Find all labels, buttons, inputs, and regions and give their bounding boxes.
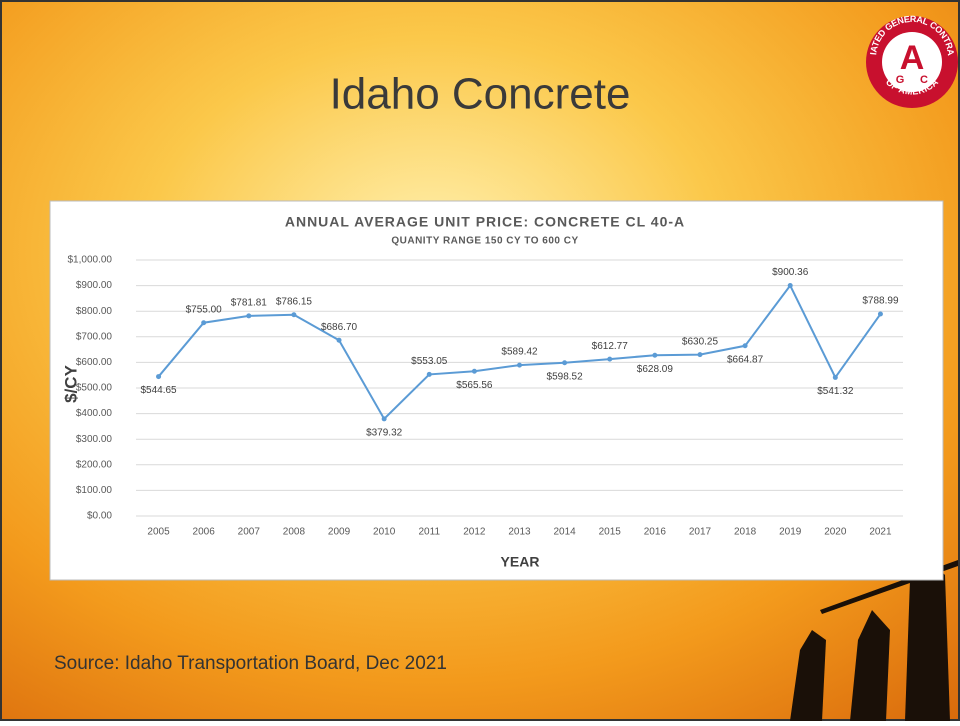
- data-label: $565.56: [456, 380, 493, 391]
- data-label: $553.05: [411, 356, 448, 367]
- x-tick-label: 2008: [283, 527, 306, 538]
- logo-center: [882, 32, 942, 92]
- x-tick-label: 2009: [328, 527, 351, 538]
- x-tick-label: 2010: [373, 527, 396, 538]
- data-label: $630.25: [682, 336, 719, 347]
- chart-title: ANNUAL AVERAGE UNIT PRICE: CONCRETE CL 4…: [285, 214, 685, 230]
- x-tick-label: 2015: [599, 527, 622, 538]
- x-tick-label: 2005: [147, 527, 170, 538]
- y-tick-label: $300.00: [76, 434, 113, 445]
- y-axis-label: $/CY: [61, 364, 80, 402]
- data-point: [291, 312, 297, 318]
- x-tick-label: 2017: [689, 527, 712, 538]
- x-tick-label: 2019: [779, 527, 802, 538]
- y-tick-label: $1,000.00: [68, 255, 113, 266]
- data-label: $788.99: [862, 296, 899, 307]
- data-point: [607, 356, 613, 362]
- data-label: $900.36: [772, 267, 809, 278]
- data-point: [156, 374, 162, 380]
- data-label: $589.42: [501, 347, 538, 358]
- y-tick-label: $500.00: [76, 383, 113, 394]
- data-label: $379.32: [366, 428, 403, 439]
- x-tick-label: 2021: [869, 527, 892, 538]
- data-label: $544.65: [140, 385, 177, 396]
- plot: $0.00 $100.00 $200.00 $300.00 $400.00 $500.00…: [68, 255, 903, 538]
- data-point: [471, 368, 477, 374]
- data-label: $541.32: [817, 386, 854, 397]
- data-point: [652, 352, 658, 358]
- data-point: [336, 337, 342, 343]
- data-label: $628.09: [637, 364, 674, 375]
- x-axis-label: YEAR: [501, 554, 540, 570]
- data-point: [426, 371, 432, 377]
- data-label: $664.87: [727, 354, 764, 365]
- data-point: [246, 313, 252, 319]
- data-point: [877, 311, 883, 317]
- slide-title: Idaho Concrete: [330, 70, 631, 119]
- source-note: Source: Idaho Transportation Board, Dec …: [54, 653, 447, 674]
- data-label: $686.70: [321, 322, 358, 333]
- data-label: $755.00: [186, 304, 223, 315]
- data-point: [562, 360, 568, 366]
- x-tick-label: 2011: [419, 527, 441, 538]
- data-label: $598.52: [547, 371, 584, 382]
- y-tick-label: $900.00: [76, 280, 113, 291]
- data-label: $781.81: [231, 297, 268, 308]
- silhouettes: [790, 560, 958, 721]
- data-point: [381, 416, 387, 422]
- data-point: [832, 374, 838, 380]
- data-point: [787, 283, 793, 289]
- data-point: [742, 343, 748, 349]
- y-tick-label: $400.00: [76, 408, 113, 419]
- data-label: $786.15: [276, 296, 313, 307]
- y-tick-label: $600.00: [76, 357, 113, 368]
- data-point: [201, 320, 207, 326]
- y-tick-label: $800.00: [76, 306, 113, 317]
- y-tick-label: $700.00: [76, 331, 113, 342]
- data-point: [517, 362, 522, 368]
- x-tick-label: 2007: [238, 527, 261, 538]
- x-tick-label: 2018: [734, 527, 757, 538]
- y-tick-label: $0.00: [87, 511, 112, 522]
- logo-letter: A: [900, 39, 925, 77]
- x-tick-label: 2020: [824, 527, 847, 538]
- x-tick-label: 2014: [553, 527, 576, 538]
- data-point: [697, 352, 703, 358]
- chart-area: [49, 200, 944, 581]
- x-tick-label: 2012: [463, 527, 486, 538]
- y-tick-label: $200.00: [76, 459, 113, 470]
- chart-subtitle: QUANITY RANGE 150 CY TO 600 CY: [391, 236, 578, 247]
- data-label: $612.77: [592, 341, 629, 352]
- x-tick-label: 2006: [193, 527, 216, 538]
- y-tick-label: $100.00: [76, 485, 113, 496]
- logo-letter: G: [896, 74, 905, 86]
- logo-letter: C: [920, 74, 928, 86]
- x-tick-label: 2016: [644, 527, 667, 538]
- x-tick-label: 2013: [508, 527, 531, 538]
